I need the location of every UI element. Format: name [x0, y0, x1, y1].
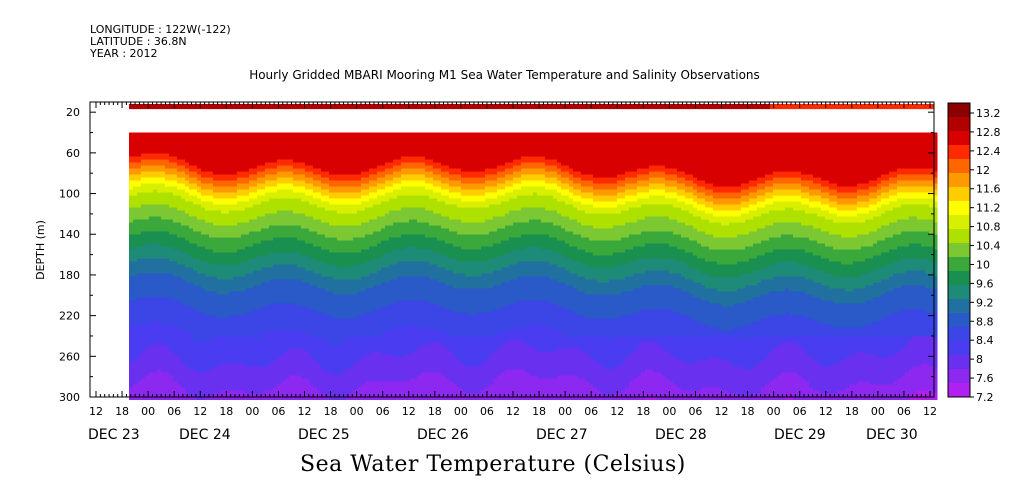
- x-tick-label: 12: [298, 405, 312, 418]
- y-axis-label: DEPTH (m): [34, 220, 47, 280]
- colorbar-segment: [948, 341, 970, 356]
- x-date-label: DEC 23: [88, 427, 140, 443]
- x-date-label: DEC 25: [298, 427, 350, 443]
- colorbar-tick-label: 12.4: [976, 145, 1001, 158]
- x-tick-label: 00: [662, 405, 676, 418]
- y-tick-label: 20: [66, 106, 80, 119]
- x-tick-label: 00: [454, 405, 468, 418]
- x-tick-label: 18: [636, 405, 650, 418]
- year-label: YEAR : 2012: [90, 47, 158, 60]
- x-tick-label: 18: [219, 405, 233, 418]
- y-tick-label: 180: [59, 269, 80, 282]
- x-tick-label: 12: [506, 405, 520, 418]
- x-tick-label: 12: [610, 405, 624, 418]
- colorbar-tick-label: 10.8: [976, 221, 1001, 234]
- x-tick-label: 06: [897, 405, 911, 418]
- colorbar-tick-label: 8: [976, 353, 983, 366]
- colorbar-tick-label: 11.6: [976, 183, 1001, 196]
- colorbar-tick-label: 8.4: [976, 334, 994, 347]
- colorbar-tick-label: 7.2: [976, 391, 994, 404]
- temperature-field: [129, 104, 938, 401]
- colorbar-segment: [948, 355, 970, 370]
- colorbar-tick-label: 12.8: [976, 126, 1001, 139]
- colorbar-segment: [948, 299, 970, 314]
- x-tick-label: 00: [245, 405, 259, 418]
- chart-title: Hourly Gridded MBARI Mooring M1 Sea Wate…: [249, 68, 760, 82]
- colorbar-segment: [948, 145, 970, 160]
- colorbar-segment: [948, 369, 970, 384]
- x-tick-label: 00: [871, 405, 885, 418]
- colorbar-segment: [948, 271, 970, 286]
- x-date-label: DEC 30: [866, 427, 918, 443]
- x-tick-label: 00: [558, 405, 572, 418]
- colorbar-variable-label: Sea Water Temperature (Celsius): [300, 452, 686, 477]
- colorbar-segment: [948, 327, 970, 342]
- y-tick-label: 100: [59, 188, 80, 201]
- x-tick-label: 12: [193, 405, 207, 418]
- x-tick-label: 00: [350, 405, 364, 418]
- x-tick-label: 12: [819, 405, 833, 418]
- colorbar-segment: [948, 257, 970, 272]
- colorbar-tick-label: 10.4: [976, 240, 1001, 253]
- x-date-label: DEC 29: [774, 427, 826, 443]
- x-tick-label: 12: [402, 405, 416, 418]
- colorbar-frame: [947, 102, 971, 398]
- y-tick-label: 60: [66, 147, 80, 160]
- colorbar-segment: [948, 285, 970, 300]
- colorbar-tick-label: 9.2: [976, 296, 994, 309]
- x-tick-label: 18: [324, 405, 338, 418]
- colorbar-segment: [948, 187, 970, 202]
- x-date-label: DEC 24: [179, 427, 231, 443]
- x-tick-label: 12: [923, 405, 937, 418]
- x-tick-label: 06: [688, 405, 702, 418]
- x-tick-label: 06: [376, 405, 390, 418]
- y-tick-label: 260: [59, 350, 80, 363]
- y-tick-label: 140: [59, 228, 80, 241]
- colorbar-segment: [948, 215, 970, 230]
- colorbar-segment: [948, 383, 970, 398]
- x-tick-label: 06: [167, 405, 181, 418]
- x-date-label: DEC 26: [417, 427, 469, 443]
- colorbar-segment: [948, 103, 970, 118]
- colorbar-tick-label: 8.8: [976, 315, 994, 328]
- x-tick-label: 18: [845, 405, 859, 418]
- y-tick-label: 220: [59, 310, 80, 323]
- x-tick-label: 00: [767, 405, 781, 418]
- longitude-label: LONGITUDE : 122W(-122): [90, 23, 231, 36]
- colorbar-tick-label: 12: [976, 164, 990, 177]
- colorbar-segment: [948, 201, 970, 216]
- colorbar-tick-label: 7.6: [976, 372, 994, 385]
- colorbar-segment: [948, 117, 970, 132]
- colorbar-segment: [948, 131, 970, 146]
- x-date-label: DEC 27: [536, 427, 588, 443]
- latitude-label: LATITUDE : 36.8N: [90, 35, 187, 48]
- y-tick-label: 300: [59, 391, 80, 404]
- colorbar-tick-label: 13.2: [976, 107, 1001, 120]
- colorbar-segment: [948, 313, 970, 328]
- x-tick-label: 06: [271, 405, 285, 418]
- x-tick-label: 18: [115, 405, 129, 418]
- x-tick-label: 00: [141, 405, 155, 418]
- colorbar-tick-label: 11.2: [976, 202, 1001, 215]
- plot-frame: [89, 101, 935, 398]
- x-tick-label: 18: [428, 405, 442, 418]
- colorbar-tick-label: 9.6: [976, 277, 994, 290]
- x-tick-label: 12: [715, 405, 729, 418]
- colorbar-segment: [948, 229, 970, 244]
- x-tick-label: 18: [741, 405, 755, 418]
- x-tick-label: 06: [480, 405, 494, 418]
- x-tick-label: 18: [532, 405, 546, 418]
- colorbar-segment: [948, 159, 970, 174]
- x-tick-label: 06: [584, 405, 598, 418]
- colorbar-tick-label: 10: [976, 258, 990, 271]
- x-date-label: DEC 28: [655, 427, 707, 443]
- x-tick-label: 12: [89, 405, 103, 418]
- colorbar-segment: [948, 173, 970, 188]
- x-tick-label: 06: [793, 405, 807, 418]
- colorbar-segment: [948, 243, 970, 258]
